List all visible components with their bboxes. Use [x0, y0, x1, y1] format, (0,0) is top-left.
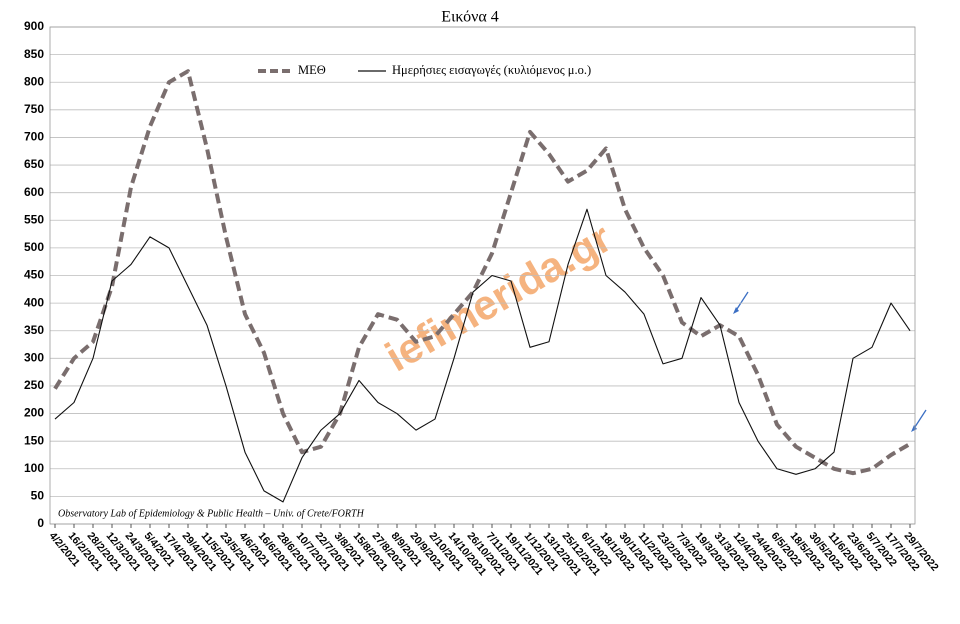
- y-tick-label: 300: [24, 351, 44, 365]
- plot-frame: [49, 26, 916, 525]
- y-tick-label: 500: [24, 240, 44, 254]
- y-tick-label: 900: [24, 19, 44, 33]
- y-tick-label: 650: [24, 157, 44, 171]
- y-tick-label: 800: [24, 74, 44, 88]
- y-tick-label: 600: [24, 185, 44, 199]
- series-line: [54, 208, 911, 503]
- y-tick-label: 550: [24, 212, 44, 226]
- y-tick-label: 0: [37, 516, 44, 530]
- arrow-head: [733, 307, 739, 314]
- legend-label: ΜΕΘ: [298, 63, 326, 77]
- y-tick-label: 350: [24, 323, 44, 337]
- legend-label: Ημερήσιες εισαγωγές (κυλιόμενος μ.ο.): [392, 63, 591, 77]
- series-line: [53, 69, 912, 476]
- chart-title: Εικόνα 4: [441, 9, 498, 26]
- y-tick-label: 50: [31, 489, 45, 503]
- y-tick-label: 200: [24, 406, 44, 420]
- y-tick-label: 450: [24, 268, 44, 282]
- y-tick-label: 750: [24, 102, 44, 116]
- source-note: Observatory Lab of Epidemiology & Public…: [58, 508, 365, 519]
- y-tick-label: 400: [24, 295, 44, 309]
- y-tick-label: 700: [24, 130, 44, 144]
- arrow-head: [911, 425, 917, 432]
- y-tick-label: 850: [24, 47, 44, 61]
- y-tick-label: 150: [24, 433, 44, 447]
- y-tick-label: 250: [24, 378, 44, 392]
- y-tick-label: 100: [24, 461, 44, 475]
